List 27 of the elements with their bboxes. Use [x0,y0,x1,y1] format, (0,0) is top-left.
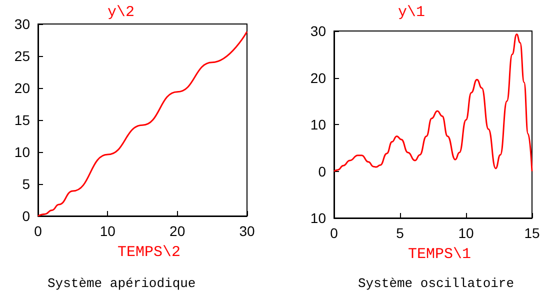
x-tick-label: 30 [239,223,255,239]
line-series [333,34,533,172]
y-axis-title: y\2 [108,4,135,21]
y-tick-label: 10 [310,116,326,132]
x-tick-label: 0 [330,225,338,241]
text: Système apériodique [48,276,196,291]
y-tick-label: 10 [14,144,30,160]
y-tick-label: 30 [14,16,30,32]
y-tick-label: 0 [318,163,326,180]
x-axis-title: TEMPS\2 [118,244,181,261]
y-axis-title: y\1 [398,4,426,21]
x-tick-label: 20 [170,223,186,239]
y-tick-label: 15 [14,112,30,128]
x-tick-label: 10 [100,223,116,239]
x-tick-label: 0 [34,223,42,239]
y-tick-label: 20 [14,80,30,96]
y-tick-label: 25 [14,48,30,64]
y-tick-label: 20 [310,70,326,86]
y-tick-label: 5 [22,176,30,192]
text: Système oscillatoire [358,276,514,291]
y-tick-label: 30 [310,23,326,39]
x-tick-label: 15 [524,225,540,241]
x-axis-title: TEMPS\1 [408,246,472,263]
y-tick-label: 10 [310,210,326,226]
x-tick-label: 5 [396,225,404,241]
x-tick-label: 10 [458,225,474,241]
y-tick-label: 0 [22,208,30,224]
